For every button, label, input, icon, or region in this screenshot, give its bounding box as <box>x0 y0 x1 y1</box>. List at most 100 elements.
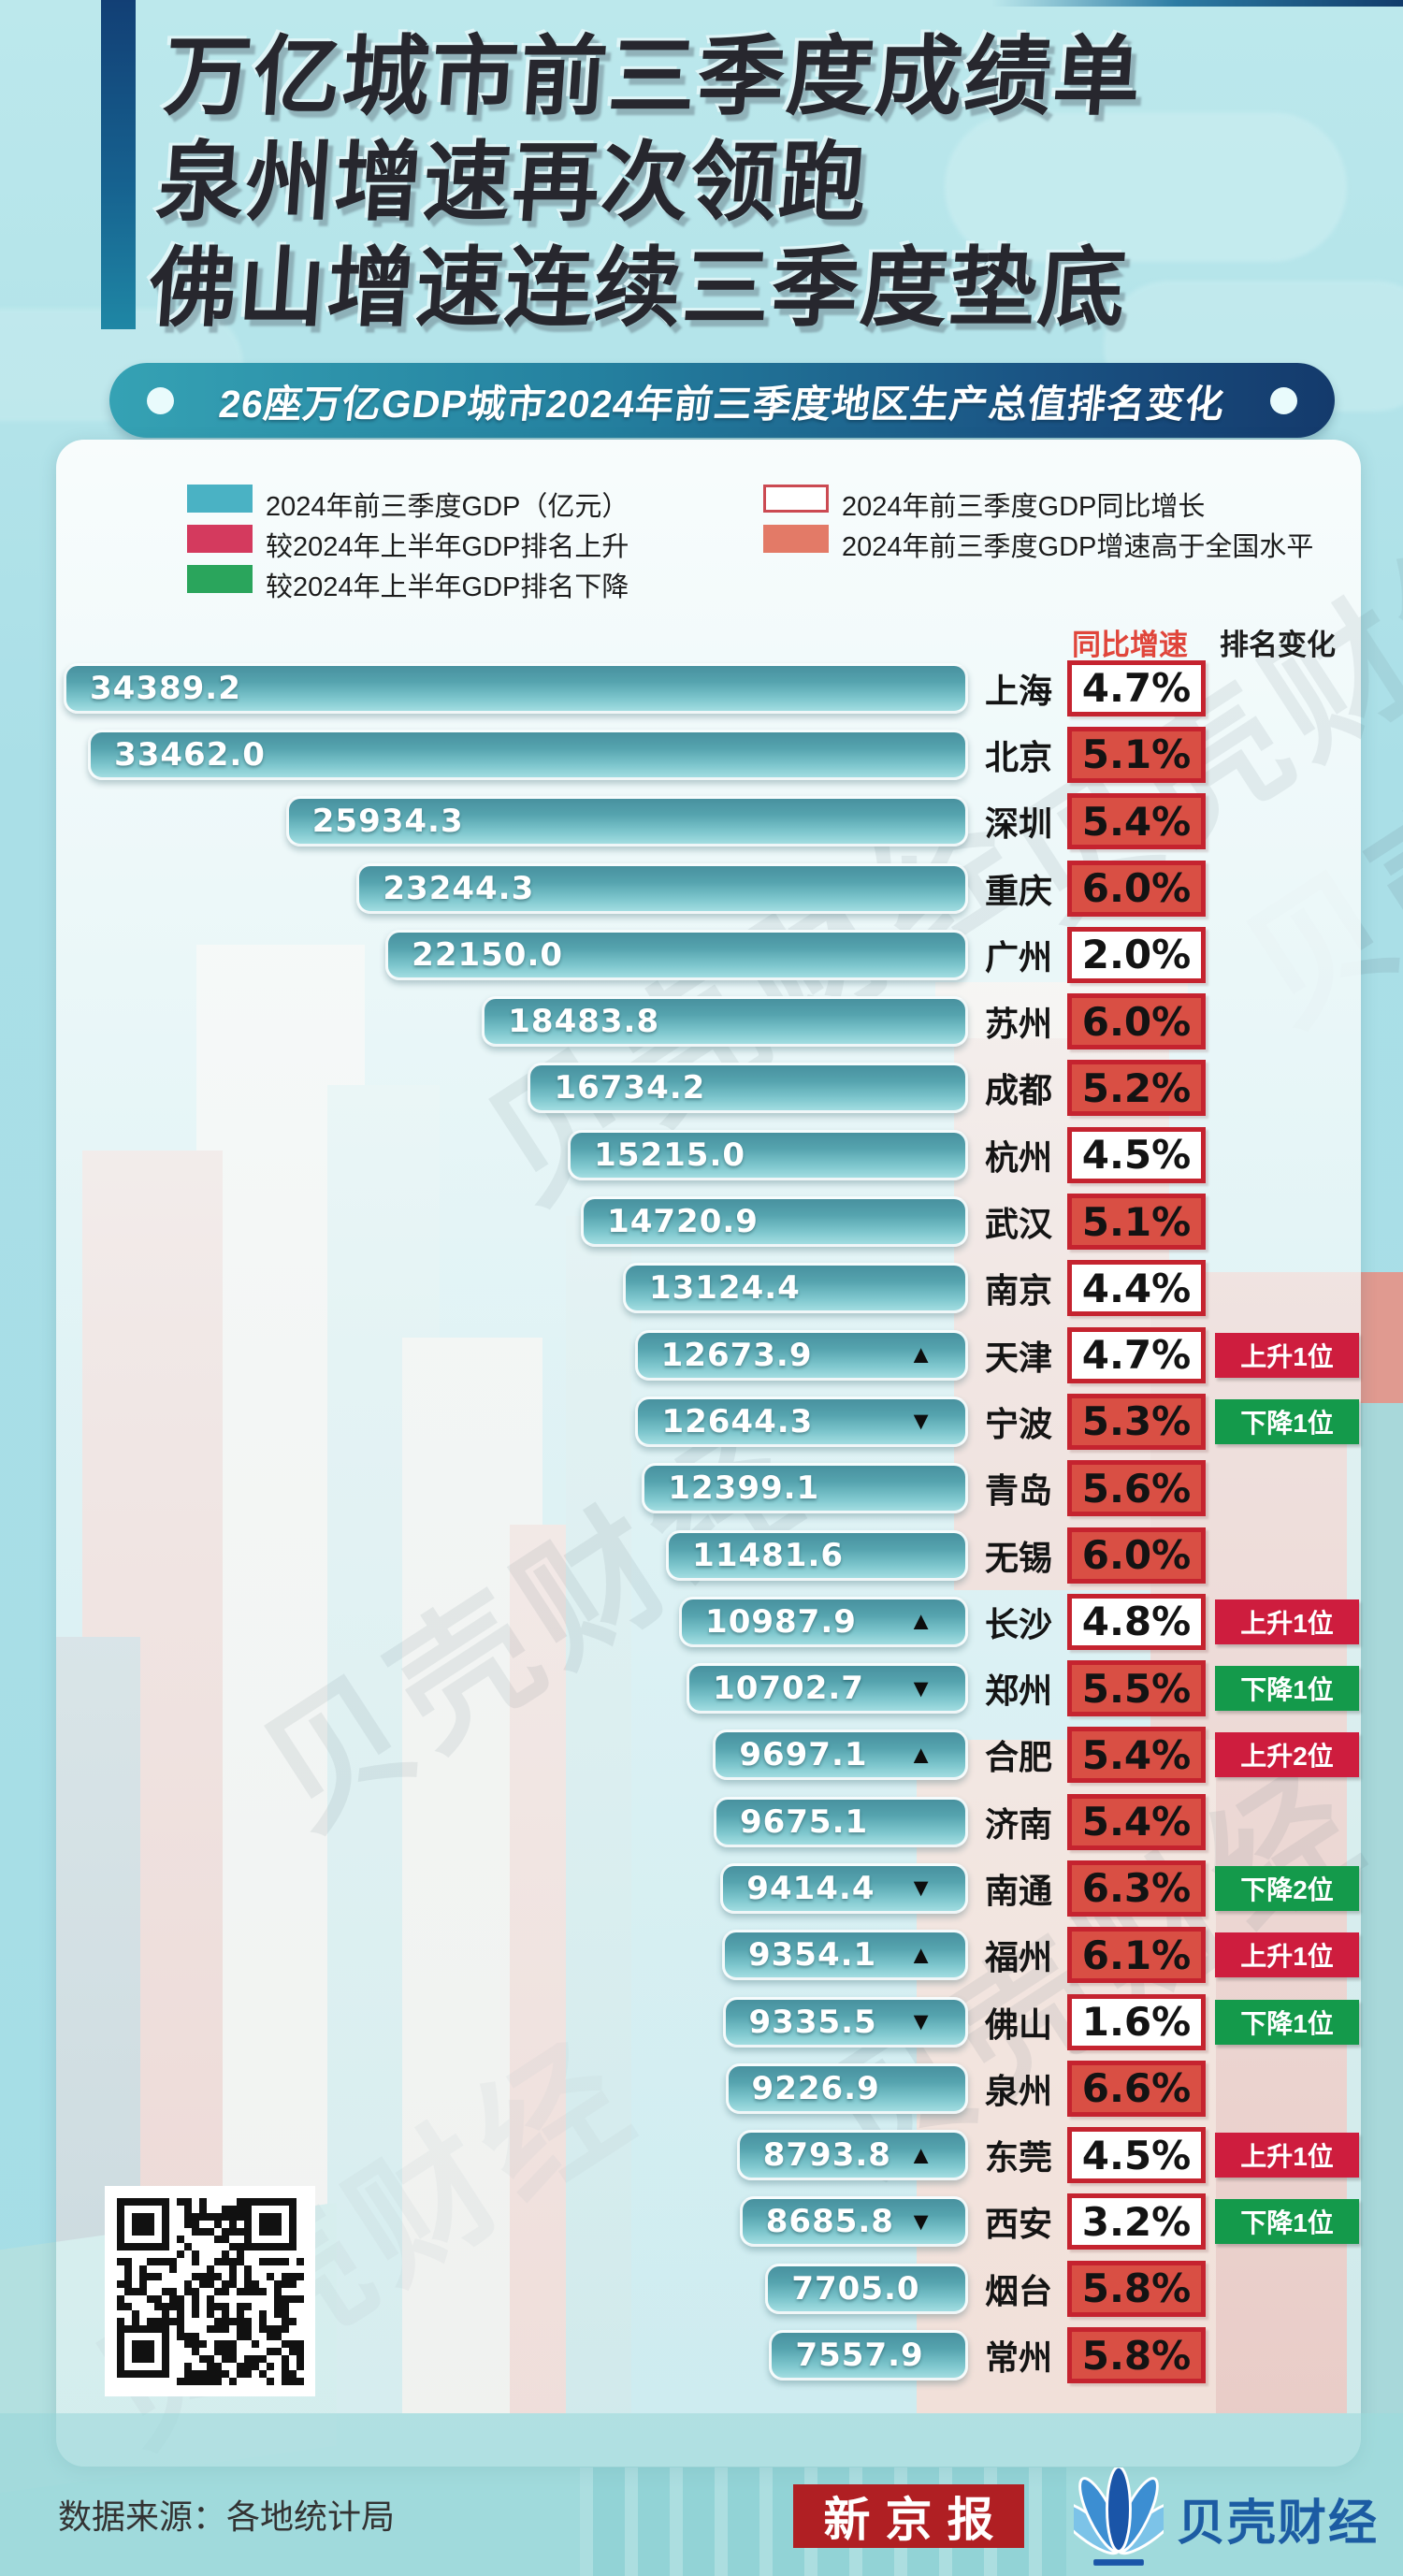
table-row: 34389.2 上海 4.7% <box>64 655 1357 721</box>
table-row: 7557.9 常州 5.8% <box>64 2322 1357 2388</box>
gdp-bar: 33462.0 <box>88 729 968 780</box>
gdp-value-label: 12644.3 <box>661 1402 814 1440</box>
city-label: 南京 <box>984 1271 1052 1310</box>
city-label: 郑州 <box>984 1672 1052 1711</box>
gdp-value-label: 8793.8 <box>762 2136 891 2175</box>
gdp-value-label: 34389.2 <box>90 669 241 707</box>
gdp-bar: 18483.8 <box>482 996 968 1048</box>
city-label: 武汉 <box>984 1205 1052 1244</box>
table-row: 9226.9 泉州 6.6% <box>64 2055 1357 2121</box>
growth-rate-box: 5.8% <box>1067 2327 1206 2384</box>
gdp-value-label: 16734.2 <box>554 1069 706 1107</box>
city-label: 济南 <box>984 1804 1052 1844</box>
growth-rate-box: 5.8% <box>1067 2260 1206 2317</box>
title-line-1: 万亿城市前三季度成绩单 <box>161 28 1146 125</box>
gdp-bar: 8685.8 ▼ <box>739 2196 968 2248</box>
gdp-bar: 9354.1 ▲ <box>721 1930 968 1981</box>
legend-label: 较2024年上半年GDP排名下降 <box>266 572 629 602</box>
gdp-value-label: 13124.4 <box>648 1269 801 1308</box>
city-label: 重庆 <box>984 871 1052 910</box>
city-label: 佛山 <box>984 2004 1052 2044</box>
bar-track: 16734.2 <box>64 1062 968 1114</box>
gdp-value-label: 9675.1 <box>739 1802 869 1841</box>
page-title: 万亿城市前三季度成绩单 泉州增速再次领跑 佛山增速连续三季度垫底 <box>146 24 1146 341</box>
legend-swatch-above-national <box>763 525 829 553</box>
rank-arrow-icon: ▼ <box>908 1673 933 1702</box>
beike-finance-logo: 贝壳财经 <box>1074 2466 1379 2570</box>
gdp-bar: 9414.4 ▼ <box>720 1862 968 1914</box>
city-label: 西安 <box>984 2205 1052 2244</box>
growth-rate-box: 4.5% <box>1067 2127 1206 2184</box>
legend-swatch-rank-up <box>187 525 253 553</box>
table-row: 16734.2 成都 5.2% <box>64 1055 1357 1122</box>
subtitle-banner: 26座万亿GDP城市2024年前三季度地区生产总值排名变化 <box>109 363 1335 438</box>
bar-track: 23244.3 <box>64 862 968 915</box>
rank-change-badge: 下降1位 <box>1215 1398 1359 1444</box>
table-row: 22150.0 广州 2.0% <box>64 921 1357 988</box>
growth-rate-box: 5.6% <box>1067 1460 1206 1517</box>
rank-arrow-icon: ▼ <box>908 1407 933 1436</box>
rank-change-badge: 上升1位 <box>1215 1332 1359 1378</box>
city-label: 合肥 <box>984 1738 1052 1777</box>
table-row: 13124.4 南京 4.4% <box>64 1255 1357 1322</box>
data-source-label: 数据来源：各地统计局 <box>58 2497 396 2536</box>
rank-arrow-icon: ▲ <box>908 1340 933 1369</box>
rank-arrow-icon: ▼ <box>908 2207 933 2236</box>
table-row: 18483.8 苏州 6.0% <box>64 988 1357 1054</box>
bar-track: 25934.3 <box>64 795 968 847</box>
growth-rate-box: 6.3% <box>1067 1860 1206 1917</box>
table-row: 8685.8 ▼ 西安 3.2% 下降1位 <box>64 2189 1359 2255</box>
banner-text: 26座万亿GDP城市2024年前三季度地区生产总值排名变化 <box>216 383 1227 426</box>
table-row: 12644.3 ▼ 宁波 5.3% 下降1位 <box>64 1388 1359 1454</box>
gdp-value-label: 25934.3 <box>311 803 464 841</box>
gdp-value-label: 11481.6 <box>692 1536 845 1574</box>
qr-code-pattern <box>117 2198 304 2385</box>
bar-track: 33462.0 <box>64 729 968 781</box>
title-line-3: 佛山增速连续三季度垫底 <box>146 239 1131 337</box>
gdp-bar: 7557.9 <box>769 2330 968 2381</box>
table-row: 9354.1 ▲ 福州 6.1% 上升1位 <box>64 1922 1359 1989</box>
city-label: 成都 <box>984 1071 1052 1110</box>
growth-rate-box: 4.8% <box>1067 1593 1206 1650</box>
gdp-value-label: 15215.0 <box>594 1136 746 1174</box>
growth-rate-box: 5.1% <box>1067 1194 1206 1251</box>
gdp-bar: 9335.5 ▼ <box>722 1996 968 2048</box>
bar-track: 9675.1 <box>64 1796 968 1848</box>
growth-rate-box: 1.6% <box>1067 1993 1206 2050</box>
city-label: 苏州 <box>984 1005 1052 1044</box>
gdp-bar: 12399.1 <box>642 1463 968 1514</box>
rank-arrow-icon: ▼ <box>908 2007 933 2036</box>
table-row: 12673.9 ▲ 天津 4.7% 上升1位 <box>64 1322 1359 1388</box>
growth-rate-box: 6.1% <box>1067 1927 1206 1984</box>
table-row: 8793.8 ▲ 东莞 4.5% 上升1位 <box>64 2122 1359 2189</box>
xinjingbao-logo: 新京报 <box>793 2484 1024 2548</box>
city-label: 烟台 <box>984 2271 1052 2310</box>
bar-track: 13124.4 <box>64 1262 968 1314</box>
growth-rate-box: 4.4% <box>1067 1260 1206 1317</box>
table-row: 9675.1 济南 5.4% <box>64 1788 1357 1855</box>
bar-track: 11481.6 <box>64 1529 968 1582</box>
table-row: 23244.3 重庆 6.0% <box>64 855 1357 921</box>
growth-rate-box: 3.2% <box>1067 2193 1206 2250</box>
bar-track: 8793.8 ▲ <box>64 2129 968 2181</box>
legend-swatch-gdp <box>187 485 253 513</box>
rank-change-badge: 下降1位 <box>1215 1666 1359 1712</box>
bar-track: 18483.8 <box>64 995 968 1048</box>
gdp-value-label: 14720.9 <box>607 1203 759 1241</box>
growth-rate-box: 6.0% <box>1067 993 1206 1050</box>
rank-change-badge: 上升2位 <box>1215 1732 1359 1778</box>
bar-track: 12644.3 ▼ <box>64 1396 968 1448</box>
city-label: 无锡 <box>984 1538 1052 1577</box>
city-label: 宁波 <box>984 1404 1052 1443</box>
legend-label: 2024年前三季度GDP同比增长 <box>842 492 1206 522</box>
city-label: 广州 <box>984 937 1052 977</box>
shell-icon <box>1074 2467 1164 2566</box>
growth-rate-box: 5.2% <box>1067 1060 1206 1117</box>
gdp-value-label: 12399.1 <box>668 1469 820 1508</box>
gdp-bar: 10987.9 ▲ <box>679 1596 968 1647</box>
legend-swatch-rank-down <box>187 565 253 593</box>
city-label: 长沙 <box>984 1604 1052 1643</box>
legend-swatch-growth <box>763 485 829 513</box>
growth-rate-box: 5.4% <box>1067 1727 1206 1784</box>
